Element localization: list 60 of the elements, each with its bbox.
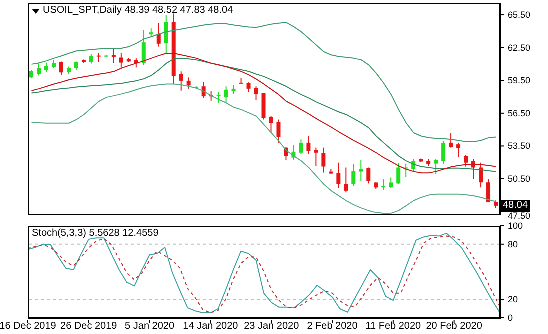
candlestick [442,140,446,165]
candlestick [36,62,41,76]
x-tick-label: 2 Feb 2020 [307,321,358,332]
x-tick-label: 26 Dec 2019 [60,321,118,332]
candlestick [59,61,64,76]
x-tick-label: 23 Jan 2020 [244,321,300,332]
candlestick [464,154,468,168]
candlestick [179,71,184,92]
candlestick [142,30,146,66]
candlestick [299,139,304,156]
candlestick [434,158,438,175]
y-tick-label: 65.50 [508,10,531,20]
candlestick [382,178,386,191]
x-tick-label: 20 Feb 2020 [426,321,483,332]
y-tick-label: 0 [508,313,514,323]
candlestick [396,162,401,185]
line-series [31,22,497,142]
candlestick [186,77,191,90]
candlestick [112,48,116,64]
x-tick-label: 16 Dec 2019 [0,321,57,332]
x-tick-label: 11 Feb 2020 [366,321,422,332]
y-tick-label: 20 [508,294,518,305]
y-tick-label: 53.50 [508,141,531,152]
candlestick [276,119,281,144]
candlestick [224,86,228,103]
candlestick [456,142,461,158]
candlestick [119,53,124,68]
candlestick [389,177,394,189]
candlestick [306,136,311,156]
candlestick [479,162,484,188]
candlestick [352,164,356,187]
candlestick [164,14,168,54]
chart-title: Stoch(5,3,3) 5.5628 12.4559 [32,228,159,239]
candlestick [156,22,161,48]
candlestick [254,86,258,101]
y-tick-label: 56.50 [508,108,531,118]
candlestick [359,160,364,182]
candlestick [336,162,341,189]
y-tick-label: 62.50 [508,42,531,53]
x-tick-label: 14 Jan 2020 [183,321,239,332]
y-tick-label: 80 [508,239,518,250]
chart-title: USOIL_SPT,Daily 48.39 48.52 47.83 48.04 [43,5,234,16]
x-tick-label: 5 Jan 2020 [125,321,175,332]
candlestick [216,92,221,104]
candlestick [44,62,48,73]
candlestick [269,116,274,133]
candlestick [449,132,454,148]
candlestick [89,54,94,64]
y-tick-label: 50.50 [508,174,531,184]
y-tick-label: 100 [508,221,524,231]
candlestick [246,82,251,93]
y-tick-label: 59.50 [508,76,531,86]
candlestick [472,158,476,180]
candlestick [322,147,326,174]
candlestick [344,167,348,194]
candlestick [314,147,318,167]
annotation: 48.04 [501,200,530,212]
y-tick-label: 47.50 [508,210,531,221]
candlestick [366,167,371,184]
candlestick [232,84,236,95]
